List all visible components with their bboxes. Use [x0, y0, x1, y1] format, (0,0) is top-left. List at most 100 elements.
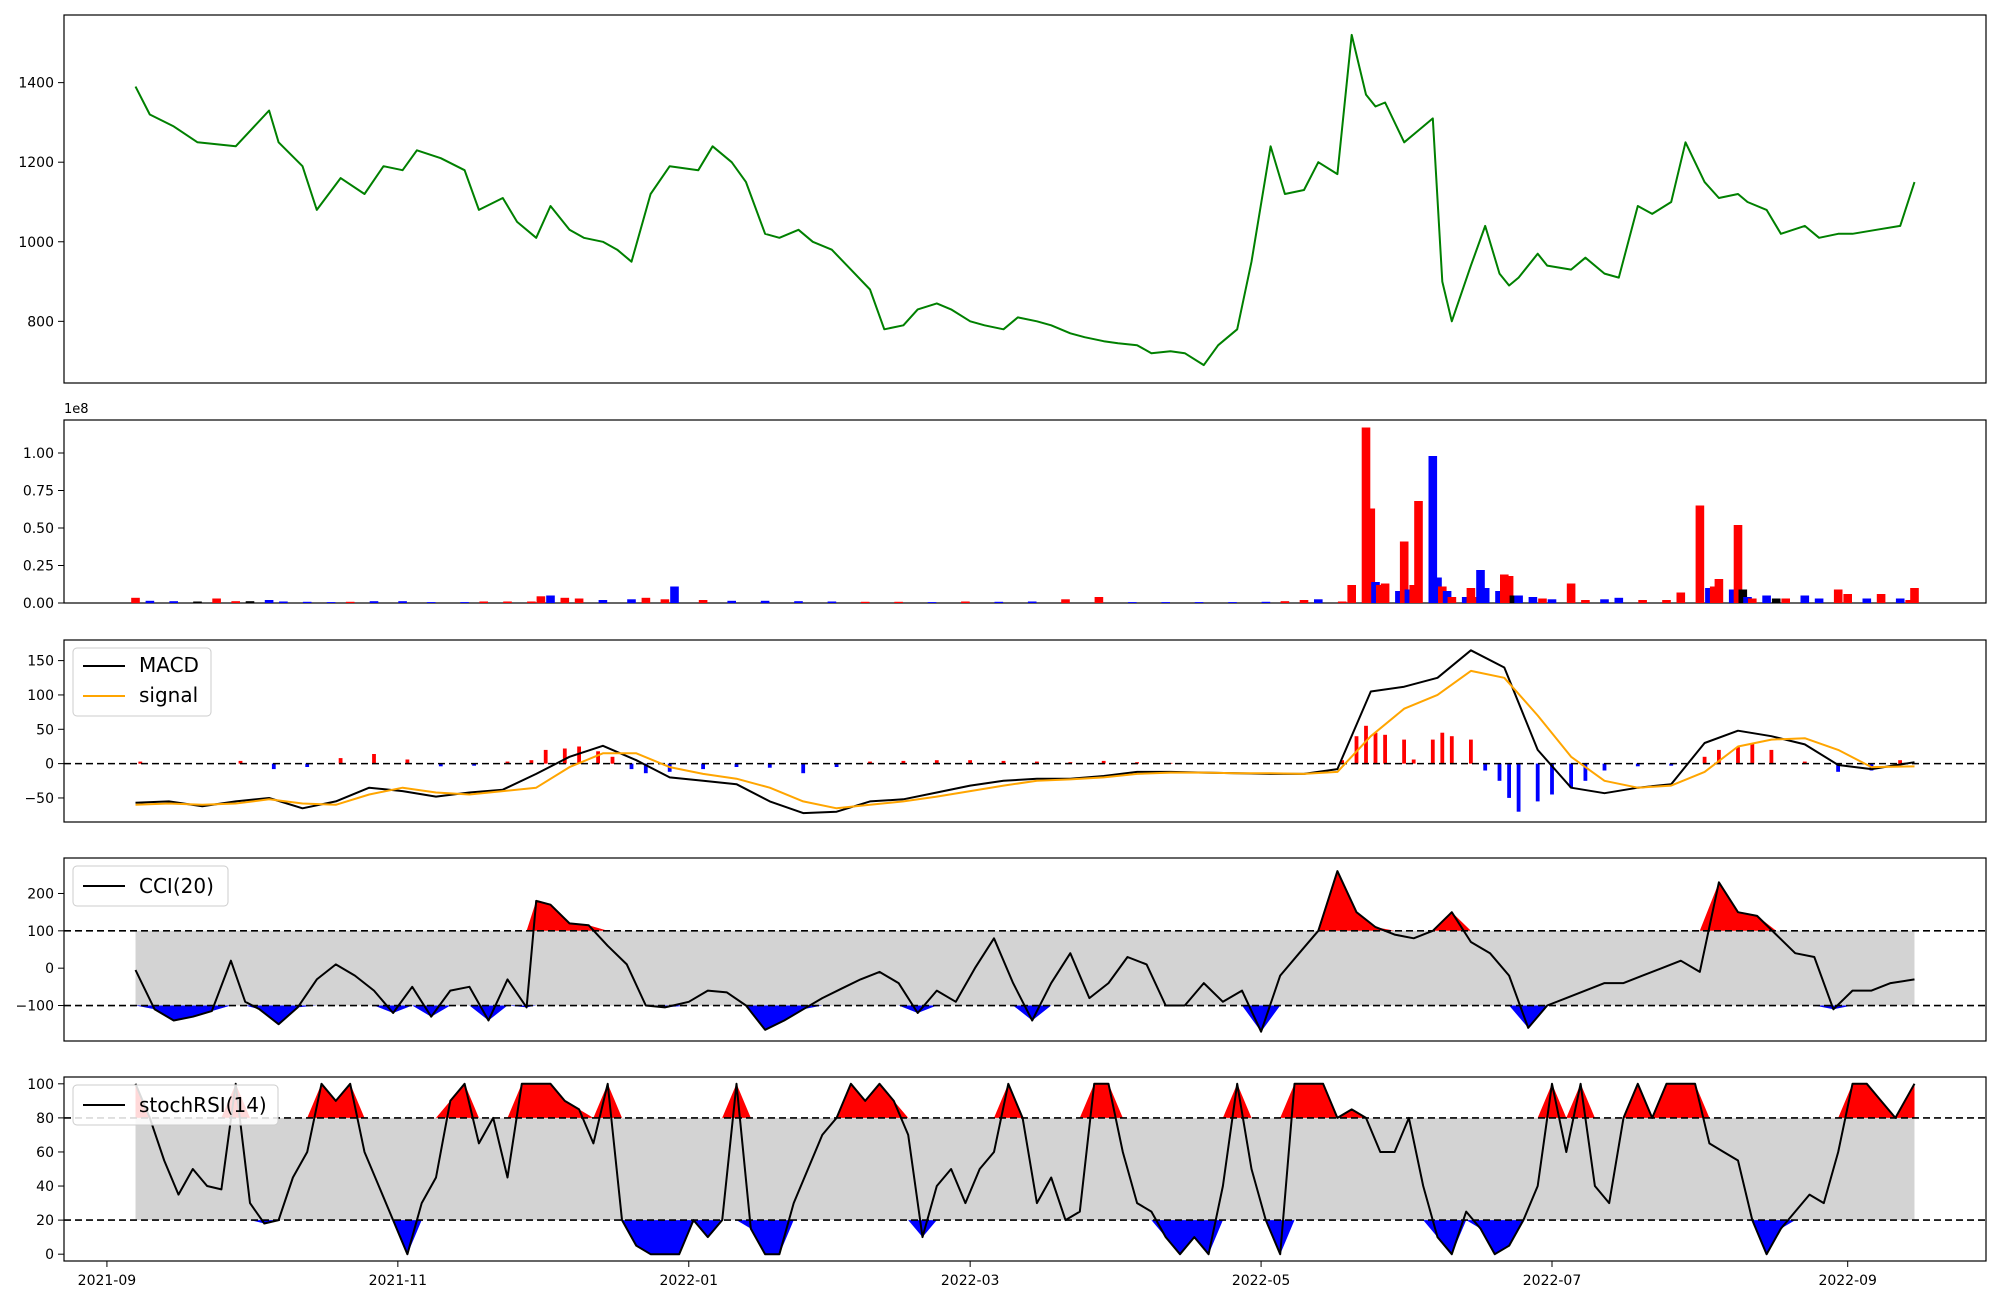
- volume-bar: [1299, 600, 1309, 603]
- volume-bar: [1476, 570, 1485, 603]
- volume-bar: [1895, 598, 1905, 603]
- cci-oversold-fill: [135, 1005, 1915, 1032]
- volume-ytick-label: 0.00: [23, 596, 54, 612]
- stochrsi-ytick-label: 60: [36, 1145, 54, 1161]
- volume-ytick-label: 0.25: [23, 559, 54, 575]
- stochrsi-overbought-fill: [135, 1083, 1915, 1118]
- macd-legend: MACD signal: [72, 647, 212, 717]
- macd-histogram-bar: [1354, 736, 1359, 764]
- volume-bar: [1709, 586, 1719, 603]
- stochrsi-frame: [63, 1076, 1987, 1262]
- macd-histogram-bar: [1402, 739, 1406, 764]
- volume-bar: [1261, 601, 1271, 603]
- macd-histogram-bar: [1364, 725, 1368, 764]
- price-ytick-label: 1400: [18, 76, 54, 92]
- volume-bar: [369, 601, 379, 603]
- volume-bar: [1027, 601, 1037, 603]
- x-tick-label: 2022-03: [941, 1273, 1000, 1289]
- macd-histogram-bar: [1583, 763, 1588, 781]
- macd-histogram-bar: [472, 763, 476, 766]
- cci-band: [135, 930, 1915, 1006]
- x-tick-label: 2022-05: [1232, 1273, 1291, 1289]
- volume-bar: [660, 599, 670, 604]
- volume-bar: [1061, 599, 1070, 604]
- macd-histogram-bar: [1483, 763, 1488, 771]
- volume-multiplier: 1e8: [64, 402, 89, 417]
- volume-bar: [794, 601, 803, 603]
- macd-histogram-bar: [1717, 749, 1721, 764]
- macd-histogram-bar: [968, 760, 972, 764]
- volume-bar: [302, 601, 312, 603]
- volume-bar: [1314, 599, 1323, 604]
- volume-bar: [760, 600, 770, 604]
- macd-histogram-bar: [1569, 763, 1573, 788]
- stochrsi-ytick-label: 0: [45, 1247, 54, 1263]
- volume-bar: [961, 601, 970, 603]
- volume-bar: [398, 601, 407, 603]
- volume-bar: [1428, 456, 1438, 603]
- volume-bar: [1771, 598, 1781, 603]
- volume-bar: [1366, 508, 1376, 603]
- volume-bar: [641, 597, 651, 604]
- volume-bar: [1280, 601, 1290, 603]
- macd-histogram-bar: [1550, 763, 1554, 795]
- stochrsi-legend: stochRSI(14): [72, 1084, 279, 1126]
- macd-histogram-bar: [1469, 739, 1473, 764]
- volume-bar: [1705, 588, 1714, 603]
- macd-histogram-bar: [596, 751, 600, 764]
- x-tick-label: 2022-01: [660, 1273, 719, 1289]
- signal-legend-label: signal: [139, 683, 198, 707]
- macd-histogram-bar: [1516, 763, 1521, 812]
- volume-bar: [1504, 576, 1514, 603]
- volume-bar: [193, 601, 202, 603]
- volume-bar: [527, 601, 536, 603]
- stochrsi-ytick-label: 100: [27, 1077, 54, 1093]
- macd-histogram-bar: [1411, 759, 1416, 764]
- macd-ytick-label: 100: [27, 688, 54, 704]
- stochrsi-line: [134, 1082, 1916, 1256]
- macd-histogram-bar: [1836, 763, 1840, 772]
- volume-bar: [1862, 598, 1872, 603]
- volume-bar: [326, 602, 336, 603]
- macd-histogram-bar: [1535, 763, 1540, 802]
- x-tick-label: 2022-09: [1818, 1273, 1877, 1289]
- volume-bar: [1876, 594, 1886, 603]
- macd-histogram-bar: [1602, 763, 1607, 771]
- volume-bar: [1738, 589, 1748, 603]
- macd-histogram-bar: [1449, 736, 1454, 764]
- volume-bar: [894, 601, 903, 603]
- macd-histogram-bar: [405, 759, 410, 764]
- macd-ytick-label: 150: [27, 654, 54, 670]
- macd-histogram-bar: [138, 761, 143, 764]
- macd-histogram-bar: [734, 763, 739, 767]
- volume-ytick-label: 1.00: [23, 446, 54, 462]
- volume-bar: [1743, 597, 1752, 603]
- macd-histogram-bar: [1497, 763, 1502, 781]
- price-line: [134, 33, 1916, 367]
- volume-bar: [1414, 501, 1423, 603]
- price-ytick-label: 1000: [18, 235, 54, 251]
- signal-line: [135, 669, 1915, 810]
- macd-histogram-bar: [834, 763, 839, 767]
- volume-bar: [1094, 597, 1104, 603]
- price-ytick-label: 1200: [18, 155, 54, 171]
- macd-histogram-bar: [562, 748, 567, 764]
- volume-bar: [1380, 583, 1390, 603]
- volume-bar: [1466, 588, 1476, 603]
- volume-bar: [1447, 597, 1457, 603]
- volume-bar: [1566, 583, 1576, 603]
- volume-bar: [1509, 595, 1519, 603]
- macd-histogram-bar: [1383, 734, 1387, 764]
- cci-line: [134, 870, 1915, 1033]
- cci-legend-box: [72, 865, 229, 907]
- macd-histogram-bar: [543, 749, 548, 764]
- volume-bar: [479, 601, 488, 603]
- volume-bar: [546, 595, 555, 603]
- volume-bar: [1733, 525, 1743, 603]
- macd-histogram-bar: [1440, 732, 1445, 764]
- volume-bar: [1361, 427, 1371, 603]
- volume-bar: [1614, 597, 1624, 604]
- macd-histogram-bar: [505, 761, 510, 764]
- volume-bar: [1347, 585, 1356, 603]
